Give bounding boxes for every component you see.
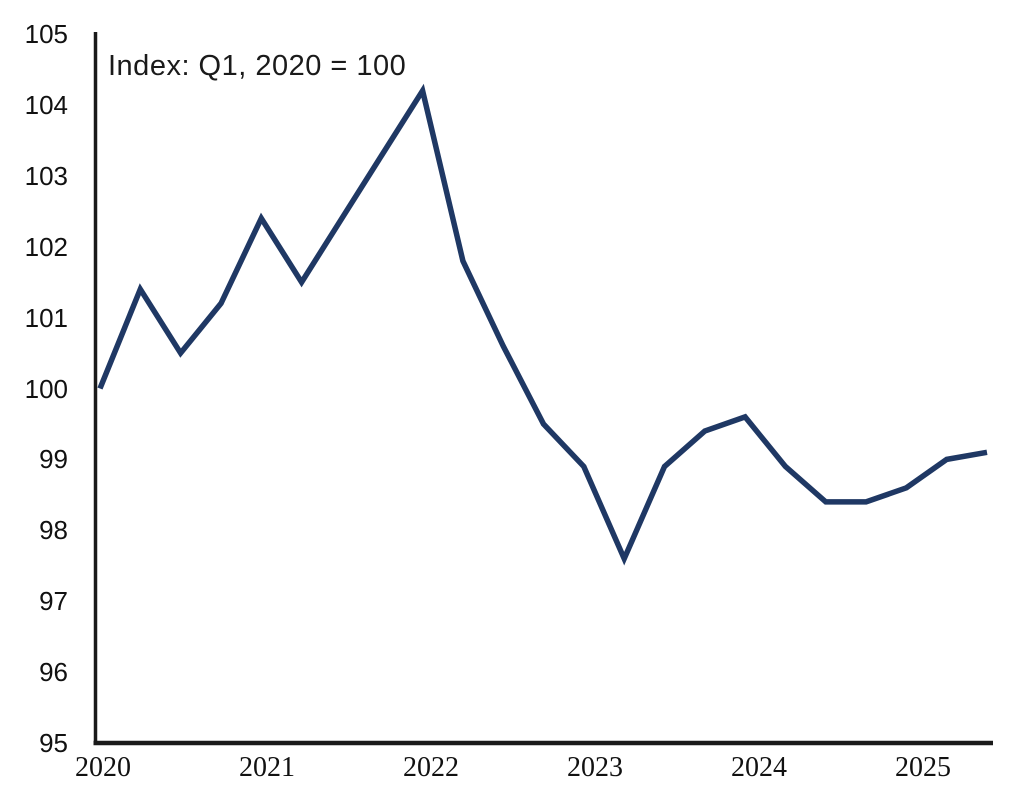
x-axis-tick-label: 2020 xyxy=(75,752,131,783)
y-axis-tick-label: 98 xyxy=(39,515,68,546)
y-axis-tick-label: 99 xyxy=(39,444,68,475)
y-axis-tick-label: 96 xyxy=(39,657,68,688)
chart-annotation: Index: Q1, 2020 = 100 xyxy=(108,50,407,82)
x-axis-tick-label: 2024 xyxy=(731,752,787,783)
x-axis-tick-label: 2022 xyxy=(403,752,459,783)
y-axis-tick-label: 105 xyxy=(24,19,68,49)
y-axis-tick-label: 102 xyxy=(24,231,68,262)
x-axis-tick-label: 2023 xyxy=(567,752,623,783)
y-axis-tick-label: 100 xyxy=(24,373,68,404)
y-axis-tick-label: 95 xyxy=(39,728,68,758)
y-axis-tick-label: 97 xyxy=(39,586,68,617)
y-axis-tick-label: 104 xyxy=(24,89,68,120)
y-axis-tick-label: 103 xyxy=(24,160,68,191)
index-line xyxy=(97,83,988,566)
x-axis-tick-label: 2021 xyxy=(239,752,295,783)
x-axis-tick-label: 2025 xyxy=(895,752,951,783)
y-axis-tick-label: 101 xyxy=(24,302,68,333)
